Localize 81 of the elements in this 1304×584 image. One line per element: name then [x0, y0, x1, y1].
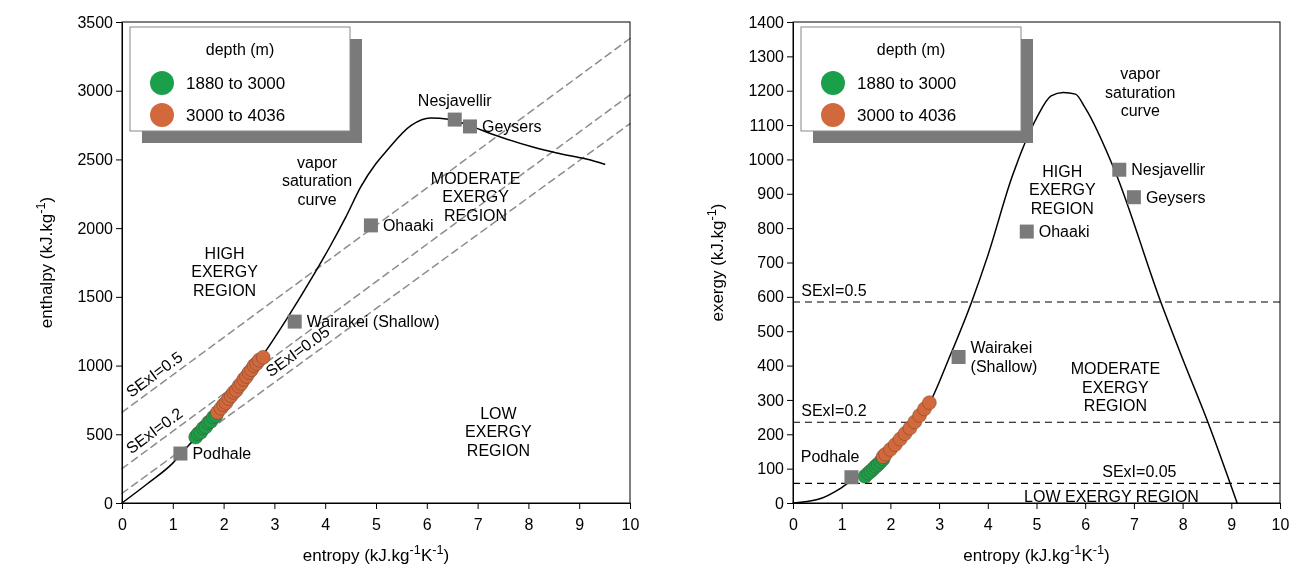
y-tick-label: 800	[757, 219, 785, 237]
x-tick-label: 9	[575, 515, 585, 533]
x-tick-label: 6	[422, 515, 432, 533]
x-tick-label: 2	[886, 515, 896, 533]
y-tick-label: 500	[86, 425, 114, 443]
y-tick-label: 0	[104, 494, 114, 512]
point	[922, 395, 937, 410]
x-tick-label: 1	[837, 515, 847, 533]
annotation: vapor saturation curve	[281, 153, 353, 208]
y-tick-label: 1100	[749, 116, 785, 134]
point	[951, 349, 966, 364]
y-tick-label: 100	[757, 460, 785, 478]
y-tick-label: 2000	[77, 219, 114, 237]
y-tick-label: 600	[757, 288, 785, 306]
x-tick-label: 10	[621, 515, 640, 533]
x-tick-label: 1	[168, 515, 178, 533]
y-tick-label: 1000	[748, 151, 785, 169]
y-tick-label: 1400	[748, 13, 785, 31]
y-tick-label: 500	[757, 322, 785, 340]
x-tick-label: 5	[372, 515, 382, 533]
legend-title: depth (m)	[876, 41, 946, 58]
x-tick-label: 6	[1081, 515, 1091, 533]
x-tick-label: 2	[219, 515, 229, 533]
point	[363, 218, 378, 233]
y-tick-label: 3500	[77, 13, 114, 31]
y-tick-label: 700	[757, 254, 785, 272]
point	[462, 119, 477, 134]
annotation: vapor saturation curve	[1105, 65, 1176, 120]
point	[1019, 224, 1034, 239]
y-tick-label: 200	[757, 425, 785, 443]
x-tick-label: 3	[270, 515, 280, 533]
legend-label: 3000 to 4036	[186, 106, 286, 125]
x-tick-label: 10	[1271, 515, 1290, 533]
annotation: Nesjavellir	[417, 91, 493, 109]
x-tick-label: 4	[321, 515, 331, 533]
legend-title: depth (m)	[205, 41, 275, 58]
annotation: HIGH EXERGY REGION	[1028, 163, 1096, 217]
point	[447, 112, 462, 127]
x-tick-label: 3	[935, 515, 945, 533]
annotation: SExI=0.2	[801, 402, 867, 420]
annotation: Ohaaki	[382, 216, 434, 234]
annotation: Wairakei (Shallow)	[970, 339, 1038, 375]
annotation: Podhale	[192, 445, 252, 463]
y-tick-label: 400	[757, 357, 785, 375]
x-tick-label: 5	[1032, 515, 1042, 533]
y-tick-label: 1300	[748, 47, 785, 65]
x-tick-label: 7	[1129, 515, 1139, 533]
legend-label: 1880 to 3000	[186, 74, 286, 93]
x-axis-title: entropy (kJ.kg$^{-1}$K$^{-1}$)	[302, 541, 450, 565]
annotation: HIGH EXERGY REGION	[191, 244, 259, 299]
annotation: MODERATE EXERGY REGION	[1070, 360, 1161, 415]
y-tick-label: 900	[757, 185, 785, 203]
x-tick-label: 8	[1178, 515, 1188, 533]
x-tick-label: 9	[1227, 515, 1237, 533]
x-tick-label: 7	[473, 515, 483, 533]
point	[844, 470, 859, 485]
x-tick-label: 0	[118, 515, 128, 533]
y-tick-label: 300	[757, 391, 785, 409]
annotation: SExI=0.05	[1102, 463, 1177, 481]
legend-label: 3000 to 4036	[857, 106, 957, 125]
annotation: LOW EXERGY REGION	[1024, 488, 1199, 506]
annotation: Podhale	[800, 447, 860, 465]
y-tick-label: 1000	[77, 357, 114, 375]
point	[1126, 190, 1141, 205]
point	[1112, 162, 1127, 177]
annotation: Geysers	[1145, 188, 1206, 206]
x-tick-label: 8	[524, 515, 534, 533]
annotation: LOW EXERGY REGION	[465, 405, 533, 459]
y-tick-label: 1200	[748, 82, 785, 100]
annotation: Ohaaki	[1038, 223, 1090, 241]
legend-label: 1880 to 3000	[857, 74, 957, 93]
x-tick-label: 4	[983, 515, 993, 533]
x-tick-label: 0	[789, 515, 799, 533]
y-tick-label: 0	[775, 494, 785, 512]
y-tick-label: 1500	[77, 288, 114, 306]
annotation: Nesjavellir	[1131, 161, 1206, 179]
x-axis-title: entropy (kJ.kg$^{-1}$K$^{-1}$)	[963, 541, 1110, 565]
y-tick-label: 2500	[77, 151, 114, 169]
y-tick-label: 3000	[77, 82, 114, 100]
annotation: Geysers	[481, 118, 542, 136]
annotation: SExI=0.5	[801, 282, 867, 300]
